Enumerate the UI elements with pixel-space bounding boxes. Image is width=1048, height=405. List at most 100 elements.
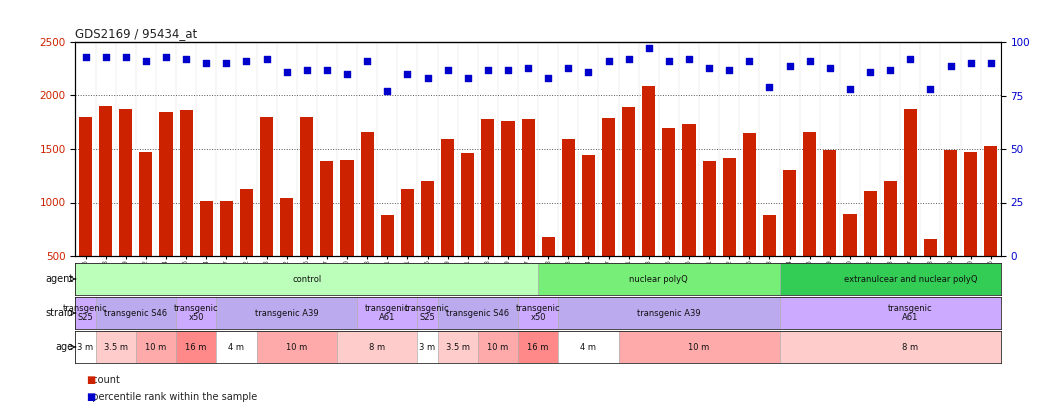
Bar <box>216 297 357 329</box>
Bar <box>200 201 213 309</box>
Text: count: count <box>86 375 119 385</box>
Point <box>781 62 798 69</box>
Bar <box>538 263 780 295</box>
Text: 10 m: 10 m <box>689 343 709 352</box>
Point <box>982 60 999 67</box>
Bar <box>139 152 152 309</box>
Text: age: age <box>56 342 73 352</box>
Point <box>701 64 718 71</box>
Bar <box>723 158 736 309</box>
Text: 10 m: 10 m <box>487 343 508 352</box>
Text: transgenic
A61: transgenic A61 <box>888 304 933 322</box>
Point <box>580 69 596 75</box>
Text: control: control <box>292 275 322 284</box>
Bar <box>559 331 618 363</box>
Text: extranulcear and nuclear polyQ: extranulcear and nuclear polyQ <box>844 275 977 284</box>
Bar <box>361 132 374 309</box>
Text: ■: ■ <box>86 375 95 385</box>
Text: transgenic A39: transgenic A39 <box>637 309 701 318</box>
Bar <box>582 156 595 309</box>
Text: 3 m: 3 m <box>419 343 436 352</box>
Bar <box>518 297 559 329</box>
Text: 10 m: 10 m <box>286 343 307 352</box>
Bar <box>260 117 274 309</box>
Point <box>922 86 939 92</box>
Bar <box>357 297 417 329</box>
Bar <box>924 239 937 309</box>
Bar <box>240 189 253 309</box>
Bar <box>780 297 1041 329</box>
Bar <box>662 128 676 309</box>
Text: transgenic
x50: transgenic x50 <box>174 304 218 322</box>
Point <box>601 58 617 64</box>
Text: 10 m: 10 m <box>146 343 167 352</box>
Point <box>741 58 758 64</box>
Text: 4 m: 4 m <box>581 343 596 352</box>
Bar <box>417 297 438 329</box>
Point <box>339 71 355 77</box>
Point <box>439 66 456 73</box>
Bar <box>380 215 394 309</box>
Bar <box>903 109 917 309</box>
Point <box>358 58 375 64</box>
Point <box>962 60 979 67</box>
Bar <box>984 146 998 309</box>
Point <box>258 56 275 62</box>
Text: 4 m: 4 m <box>228 343 244 352</box>
Bar <box>441 139 454 309</box>
Bar <box>341 160 353 309</box>
Point <box>761 84 778 90</box>
Text: 16 m: 16 m <box>527 343 549 352</box>
Text: 3.5 m: 3.5 m <box>104 343 128 352</box>
Point <box>822 64 838 71</box>
Bar <box>400 189 414 309</box>
Bar <box>159 111 173 309</box>
Point <box>198 60 215 67</box>
Point <box>802 58 818 64</box>
Bar <box>562 139 575 309</box>
Bar <box>964 152 977 309</box>
Point <box>117 54 134 60</box>
Text: transgenic
S25: transgenic S25 <box>406 304 450 322</box>
Point <box>419 75 436 82</box>
Text: transgenic S46: transgenic S46 <box>104 309 168 318</box>
Bar <box>783 171 796 309</box>
Bar <box>220 201 233 309</box>
Point <box>399 71 416 77</box>
Text: 16 m: 16 m <box>185 343 206 352</box>
Point <box>78 54 94 60</box>
Bar <box>119 109 132 309</box>
Bar <box>216 331 257 363</box>
Point <box>520 64 537 71</box>
Text: agent: agent <box>45 274 73 284</box>
Bar <box>421 181 434 309</box>
Bar <box>780 263 1041 295</box>
Bar <box>337 331 417 363</box>
Text: transgenic
A61: transgenic A61 <box>365 304 410 322</box>
Bar <box>864 191 876 309</box>
Bar <box>75 297 95 329</box>
Bar <box>481 119 495 309</box>
Bar <box>438 331 478 363</box>
Bar <box>883 181 897 309</box>
Text: transgenic
S25: transgenic S25 <box>63 304 108 322</box>
Point <box>721 66 738 73</box>
Bar <box>501 121 515 309</box>
Bar <box>844 214 856 309</box>
Point <box>319 66 335 73</box>
Bar <box>176 297 216 329</box>
Bar <box>75 331 95 363</box>
Point <box>178 56 195 62</box>
Bar <box>321 161 333 309</box>
Bar <box>79 117 92 309</box>
Point <box>680 56 697 62</box>
Point <box>560 64 576 71</box>
Text: GDS2169 / 95434_at: GDS2169 / 95434_at <box>75 27 198 40</box>
Point <box>660 58 677 64</box>
Text: 8 m: 8 m <box>369 343 386 352</box>
Bar <box>518 331 559 363</box>
Point <box>137 58 154 64</box>
Text: transgenic S46: transgenic S46 <box>446 309 509 318</box>
Point <box>97 54 114 60</box>
Point <box>279 69 296 75</box>
